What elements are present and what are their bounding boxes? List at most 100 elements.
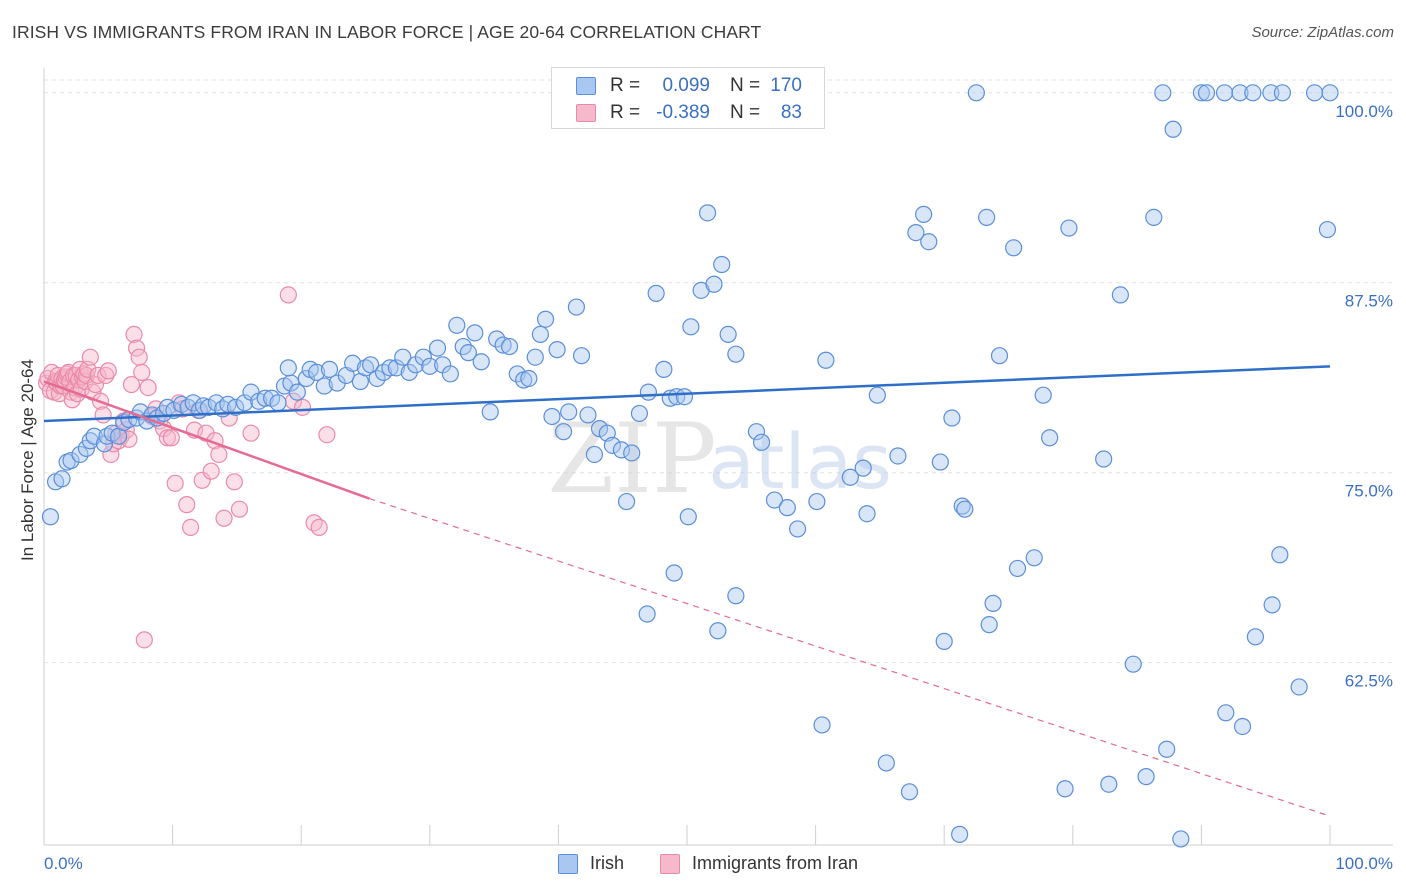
source-label: Source: ZipAtlas.com xyxy=(1251,24,1394,41)
legend-irish-swatch xyxy=(558,854,578,874)
irish-point xyxy=(1041,429,1059,447)
irish-point xyxy=(951,825,969,843)
iran-point xyxy=(122,375,141,394)
irish-point xyxy=(481,403,499,421)
irish-point xyxy=(858,505,876,523)
iran-point xyxy=(242,424,260,442)
y-tick-labels: 62.5% 75.0% 87.5% 100.0% xyxy=(1335,102,1393,691)
x-tick-label-max: 100.0% xyxy=(1335,854,1393,873)
iran-swatch xyxy=(576,104,596,122)
irish-point xyxy=(1197,84,1216,102)
irish-point xyxy=(935,632,953,650)
iran-n-label: N = xyxy=(730,102,761,123)
irish-point xyxy=(526,348,544,366)
iran-point xyxy=(178,496,196,514)
irish-point xyxy=(531,325,549,344)
irish-point xyxy=(297,369,315,388)
irish-point xyxy=(1273,84,1292,102)
irish-point xyxy=(956,500,974,518)
iran-n-value: 83 xyxy=(780,102,802,123)
irish-point xyxy=(62,451,80,470)
irish-swatch xyxy=(576,77,596,95)
irish-point xyxy=(719,325,737,344)
irish-point xyxy=(765,491,784,509)
irish-point xyxy=(1318,220,1337,239)
irish-point xyxy=(320,360,339,378)
iran-point xyxy=(99,362,117,380)
y-axis-label: In Labor Force | Age 20-64 xyxy=(18,359,37,561)
irish-point xyxy=(1192,84,1211,102)
irish-point xyxy=(368,369,386,388)
iran-point xyxy=(139,378,157,397)
iran-point xyxy=(102,445,120,464)
irish-point xyxy=(494,336,512,354)
irish-point xyxy=(788,520,807,538)
iran-point xyxy=(135,631,153,649)
irish-trend-line xyxy=(43,365,1331,423)
irish-point xyxy=(1095,450,1113,468)
irish-point xyxy=(548,341,566,359)
irish-point xyxy=(543,407,561,426)
irish-point xyxy=(817,351,835,369)
irish-point xyxy=(675,388,694,406)
irish-point xyxy=(1060,219,1078,237)
iran-r-label: R = xyxy=(610,102,641,123)
irish-point xyxy=(448,316,466,334)
iran-point xyxy=(130,348,148,366)
irish-point xyxy=(1154,84,1172,102)
irish-point xyxy=(356,359,375,377)
iran-point xyxy=(94,406,112,424)
iran-trend-line-solid xyxy=(43,380,370,500)
irish-r-label: R = xyxy=(610,75,641,96)
irish-point xyxy=(900,783,919,801)
irish-point xyxy=(931,453,949,471)
irish-point xyxy=(414,348,432,366)
irish-point xyxy=(709,622,727,640)
irish-n-value: 170 xyxy=(770,75,802,96)
irish-point xyxy=(41,508,60,526)
irish-point xyxy=(1056,780,1074,798)
irish-n-label: N = xyxy=(730,75,761,96)
irish-point xyxy=(387,359,405,377)
iran-point xyxy=(279,286,297,304)
irish-point xyxy=(1111,286,1129,304)
irish-point xyxy=(808,492,826,511)
irish-point xyxy=(665,564,683,582)
x-tick-labels: 0.0% 100.0% xyxy=(44,854,1393,873)
irish-point xyxy=(1215,84,1234,102)
iran-point xyxy=(305,514,323,532)
irish-point xyxy=(1100,775,1118,793)
irish-point xyxy=(854,459,872,477)
irish-point xyxy=(441,365,459,383)
irish-point xyxy=(567,298,586,316)
iran-point xyxy=(125,325,143,344)
irish-point xyxy=(877,754,895,772)
irish-point xyxy=(907,223,925,242)
irish-point xyxy=(1231,84,1249,102)
iran-point xyxy=(182,518,200,537)
iran-point xyxy=(310,518,328,537)
iran-point xyxy=(81,348,99,366)
irish-point xyxy=(967,84,985,102)
trend-lines xyxy=(43,365,1331,817)
irish-point xyxy=(1305,84,1324,102)
irish-point xyxy=(603,436,622,454)
iran-point xyxy=(133,363,151,382)
irish-point xyxy=(655,360,673,378)
legend-irish-label: Irish xyxy=(590,853,625,873)
y-tick-label: 100.0% xyxy=(1335,102,1393,121)
irish-point xyxy=(315,377,333,395)
y-tick-label: 75.0% xyxy=(1345,482,1393,501)
iran-point xyxy=(293,398,312,416)
series-legend: Irish Immigrants from Iran xyxy=(0,852,1406,878)
irish-point xyxy=(727,345,745,363)
stats-row-iran: R = -0.389 N = 83 xyxy=(552,99,824,127)
irish-point xyxy=(520,369,538,388)
irish-point xyxy=(1233,717,1252,736)
iran-point xyxy=(158,429,177,447)
iran-point xyxy=(215,509,233,527)
irish-point xyxy=(1124,655,1142,673)
irish-point xyxy=(1290,678,1308,696)
y-tick-label: 62.5% xyxy=(1345,672,1393,691)
irish-point xyxy=(647,284,665,302)
